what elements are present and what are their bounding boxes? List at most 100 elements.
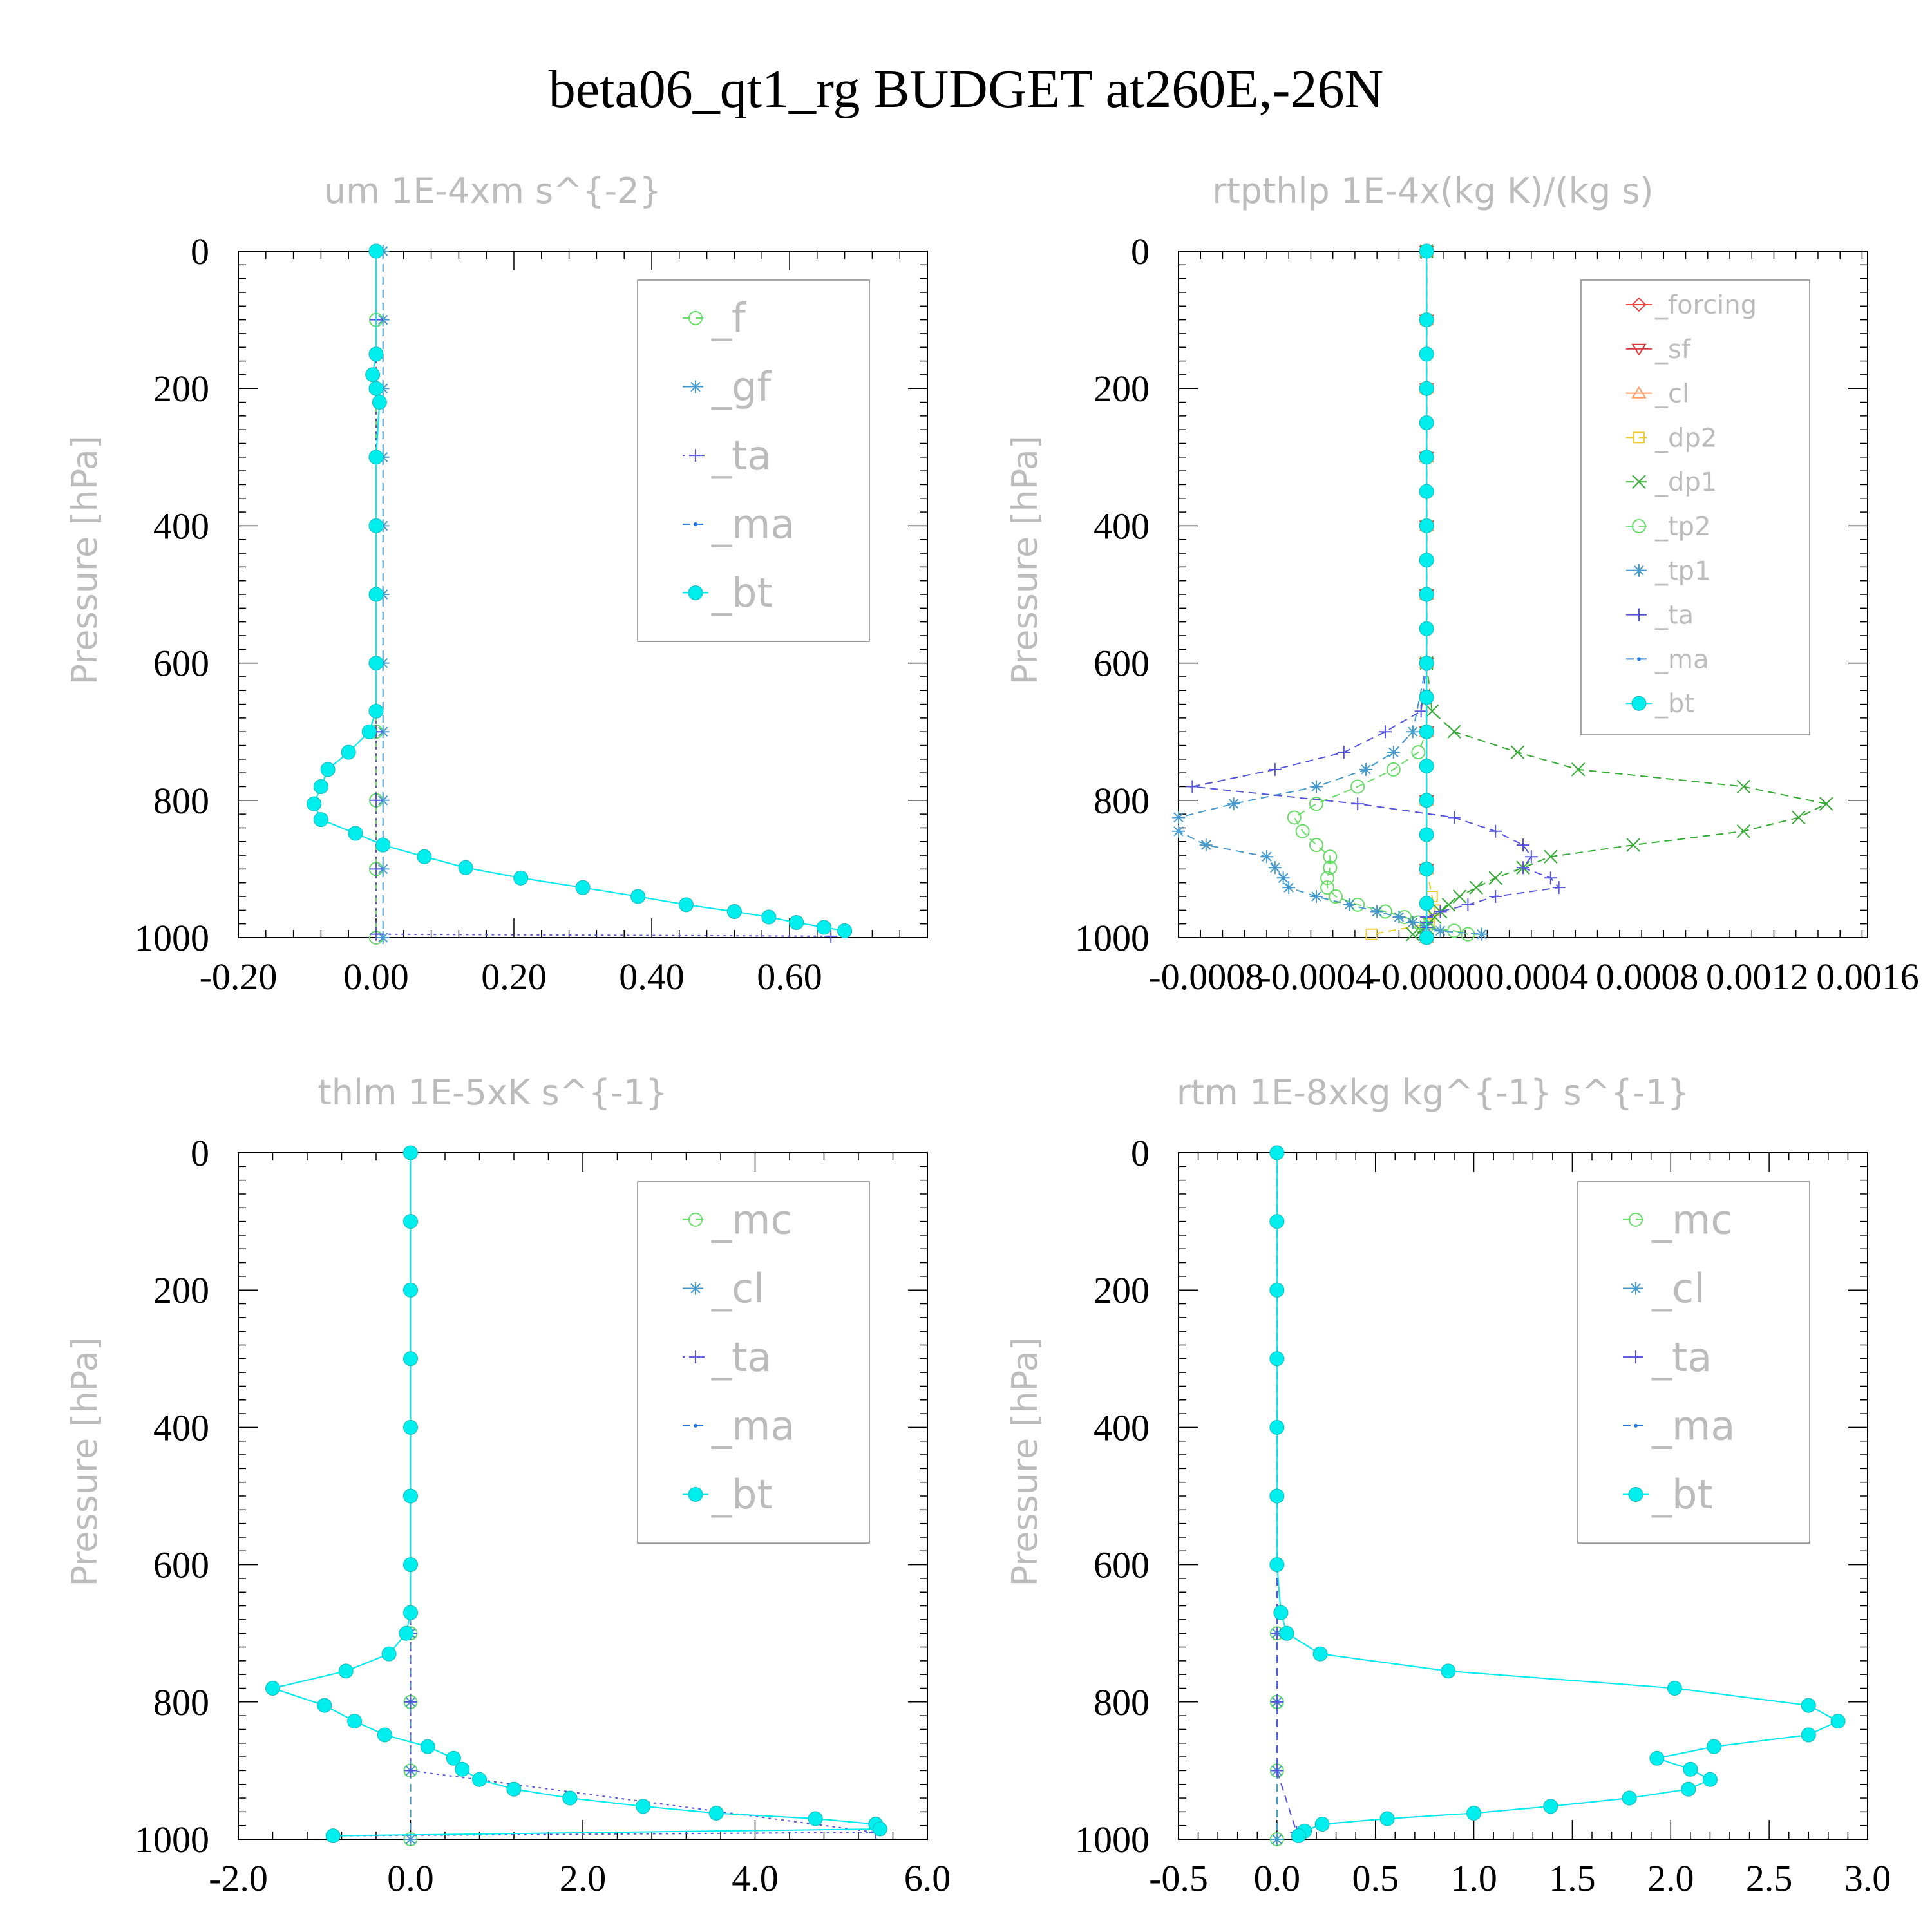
x-tick-label: -2.0 [209, 1857, 268, 1899]
x-tick-label: 0.0 [387, 1857, 434, 1899]
legend-marker [1631, 696, 1647, 711]
chart-panel-thlm: thlm 1E-5xK s^{-1} Pressure [hPa] 0 200 400 6… [64, 1072, 951, 1899]
x-tick-label: 2.5 [1746, 1857, 1793, 1899]
series-line [1276, 1153, 1298, 1833]
legend-entry: _mc [1651, 1197, 1732, 1244]
data-point [404, 1833, 417, 1846]
data-point [1419, 656, 1434, 671]
data-point [376, 725, 390, 739]
legend-entry: _ta [711, 1334, 772, 1381]
series-tp2 [1287, 244, 1475, 942]
data-point [403, 1282, 418, 1298]
data-point [1273, 1605, 1289, 1620]
legend: _f _gf _ta _ma _bt [637, 279, 870, 642]
data-point [307, 796, 322, 811]
legend-entry: _bt [1651, 1471, 1713, 1518]
legend-marker [688, 310, 703, 325]
data-point [375, 837, 391, 853]
y-tick-label: 600 [1094, 1544, 1150, 1586]
data-point [1517, 861, 1530, 875]
data-point [404, 1764, 417, 1777]
legend-entry: _cl [1651, 1265, 1705, 1312]
legend-entry: _cl [711, 1265, 764, 1312]
legend-marker [1631, 386, 1647, 399]
data-point [1419, 450, 1434, 465]
data-point [837, 923, 853, 938]
legend-marker [694, 1423, 697, 1428]
panel-title: rtm 1E-8xkg kg^{-1} s^{-1} [1177, 1072, 1690, 1113]
data-point [372, 395, 387, 410]
data-point [1801, 1727, 1816, 1743]
legend-box [637, 279, 870, 642]
x-tick-label: 6.0 [904, 1857, 951, 1899]
legend-entry: _ta [1651, 1334, 1712, 1381]
data-point [417, 849, 432, 864]
data-point [403, 1145, 418, 1160]
data-point [1626, 838, 1640, 852]
data-point [1314, 1817, 1330, 1832]
legend-marker [1633, 564, 1645, 577]
data-point [726, 904, 742, 919]
data-point [1447, 724, 1461, 739]
y-tick-label: 800 [153, 1681, 209, 1723]
data-point [1406, 725, 1419, 739]
data-point [1419, 415, 1434, 430]
data-point [1419, 484, 1434, 499]
data-point [1270, 1695, 1283, 1709]
data-point [1419, 930, 1434, 945]
data-point [1448, 811, 1461, 824]
data-point [1269, 1488, 1285, 1504]
data-point [1419, 861, 1434, 876]
data-point [575, 880, 591, 895]
data-point [1199, 838, 1213, 852]
legend-entry: _ma [711, 501, 795, 548]
y-tick-label: 800 [1094, 780, 1150, 822]
y-tick-label: 1000 [135, 917, 209, 959]
data-point [1359, 762, 1373, 776]
chart-panel-rtpthlp: rtpthlp 1E-4x(kg K)/(kg s) Pressure [hPa]… [1005, 171, 1919, 998]
y-axis-label: Pressure [hPa] [1005, 1337, 1045, 1586]
data-point [403, 1419, 418, 1435]
data-point [404, 1695, 417, 1709]
legend-box [1577, 1181, 1810, 1544]
x-tick-label: -0.0000 [1369, 956, 1484, 998]
data-point [1489, 890, 1502, 904]
data-point [472, 1772, 487, 1787]
y-tick-label: 200 [153, 368, 209, 410]
legend-entry: _tp2 [1654, 512, 1711, 542]
x-tick-label: 1.0 [1450, 1857, 1497, 1899]
data-point [1406, 916, 1419, 929]
legend-entry: _sf [1654, 335, 1691, 365]
data-point [1702, 1772, 1718, 1787]
data-point [808, 1811, 823, 1826]
legend-marker [688, 1486, 703, 1502]
legend-marker [1629, 1282, 1642, 1295]
y-tick-label: 1000 [135, 1819, 209, 1861]
legend-marker [1629, 1212, 1643, 1227]
data-point [1269, 1282, 1285, 1298]
data-point [341, 744, 356, 760]
data-point [361, 724, 377, 739]
data-point [1552, 881, 1566, 895]
data-point [1517, 838, 1530, 852]
y-tick-label: 0 [191, 231, 209, 272]
data-point [1736, 779, 1751, 794]
y-tick-label: 600 [153, 643, 209, 685]
data-point [1312, 1646, 1328, 1662]
data-point [370, 927, 383, 941]
panel-title: thlm 1E-5xK s^{-1} [318, 1072, 668, 1113]
y-tick-label: 600 [1094, 643, 1150, 685]
legend-marker [689, 449, 702, 462]
data-point [1287, 810, 1302, 825]
data-point [1571, 762, 1586, 777]
y-tick-label: 0 [191, 1132, 209, 1174]
legend-marker [689, 1282, 702, 1295]
axis-ticks [1178, 251, 1868, 938]
data-point [1683, 1761, 1698, 1777]
data-point [1310, 780, 1323, 793]
series-bt [1269, 1145, 1846, 1844]
data-point [789, 915, 804, 931]
data-point [403, 1605, 418, 1620]
data-point [365, 367, 381, 383]
y-axis-label: Pressure [hPa] [1005, 435, 1045, 685]
